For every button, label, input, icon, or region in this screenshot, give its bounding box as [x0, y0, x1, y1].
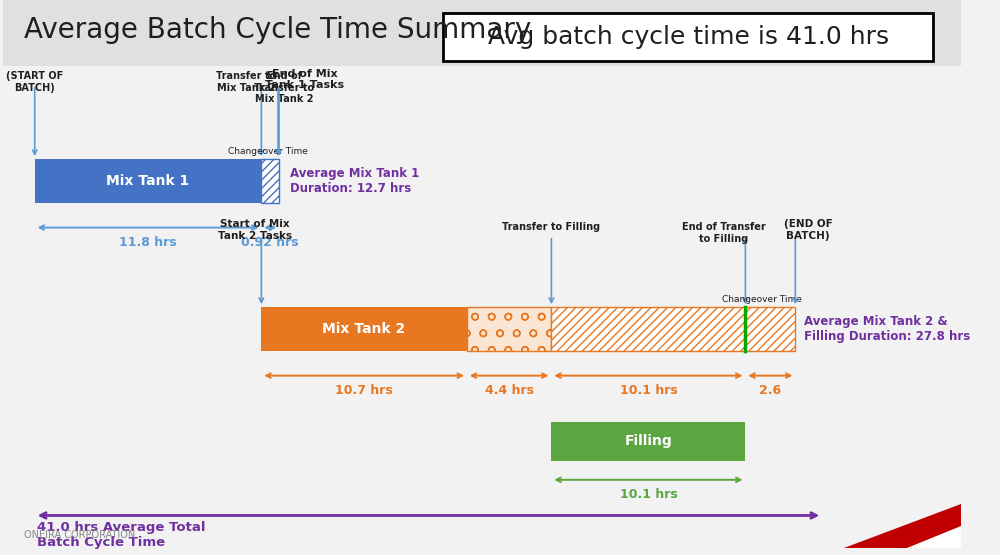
FancyBboxPatch shape: [443, 13, 933, 62]
Text: 4.4 hrs: 4.4 hrs: [485, 384, 534, 397]
Text: Start of Mix
Tank 2 Tasks: Start of Mix Tank 2 Tasks: [218, 219, 292, 241]
Text: Average Mix Tank 2 &
Filling Duration: 27.8 hrs: Average Mix Tank 2 & Filling Duration: 2…: [804, 315, 970, 343]
Text: 2.6: 2.6: [759, 384, 781, 397]
Text: (END OF
BATCH): (END OF BATCH): [784, 219, 832, 241]
Text: 2: 2: [932, 530, 939, 540]
Text: 11.8 hrs: 11.8 hrs: [119, 236, 177, 249]
Text: Mix Tank 2: Mix Tank 2: [322, 322, 406, 336]
Text: Average Mix Tank 1
Duration: 12.7 hrs: Average Mix Tank 1 Duration: 12.7 hrs: [290, 167, 419, 195]
Text: End of
Transfer to
Mix Tank 2: End of Transfer to Mix Tank 2: [254, 71, 315, 104]
Bar: [551, 422, 745, 461]
Text: 10.1 hrs: 10.1 hrs: [620, 488, 677, 501]
Bar: [3, 0, 961, 66]
Text: Changeover Time: Changeover Time: [228, 147, 308, 157]
Text: (START OF
BATCH): (START OF BATCH): [6, 71, 63, 93]
Bar: [467, 307, 551, 351]
Text: 41.0 hrs Average Total
Batch Cycle Time: 41.0 hrs Average Total Batch Cycle Time: [37, 521, 205, 549]
Text: 10.1 hrs: 10.1 hrs: [620, 384, 677, 397]
Polygon shape: [907, 527, 961, 548]
Text: Mix Tank 1: Mix Tank 1: [106, 174, 190, 188]
Text: End of Transfer
to Filling: End of Transfer to Filling: [682, 222, 766, 244]
Bar: [551, 307, 745, 351]
Text: ONEIRA CORPORATION: ONEIRA CORPORATION: [24, 530, 135, 540]
Text: 10.7 hrs: 10.7 hrs: [335, 384, 393, 397]
Text: End of Mix
Tank 1 Tasks: End of Mix Tank 1 Tasks: [265, 69, 344, 90]
Polygon shape: [844, 504, 961, 548]
Text: Average Batch Cycle Time Summary: Average Batch Cycle Time Summary: [24, 17, 531, 44]
Text: Avg batch cycle time is 41.0 hrs: Avg batch cycle time is 41.0 hrs: [488, 25, 889, 49]
Text: Transfer to
Mix Tank 2: Transfer to Mix Tank 2: [216, 71, 277, 93]
Text: Changeover Time: Changeover Time: [722, 295, 802, 304]
Bar: [261, 159, 279, 203]
Bar: [35, 159, 261, 203]
Bar: [261, 307, 467, 351]
Text: Filling: Filling: [625, 435, 672, 448]
Text: 0.92 hrs: 0.92 hrs: [241, 236, 299, 249]
Bar: [745, 307, 795, 351]
Text: Transfer to Filling: Transfer to Filling: [502, 222, 600, 232]
